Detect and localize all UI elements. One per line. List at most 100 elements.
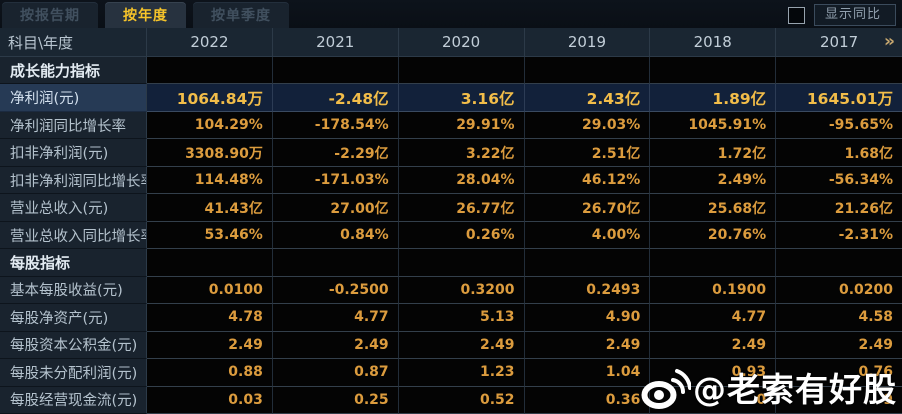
cell-value: 0.36 [524, 386, 651, 414]
cell-value: 1645.01万 [776, 84, 902, 112]
cell-value: -2.48亿 [272, 84, 399, 112]
cell-value: 2.49% [650, 166, 777, 195]
tab-by-report-period[interactable]: 按报告期 [2, 2, 98, 28]
cell-value: 0.87 [272, 359, 399, 387]
cell-value: 0.03 [147, 386, 273, 414]
cell-value: 2.49 [272, 331, 399, 360]
cell-value: 0.2493 [524, 276, 651, 305]
row-label: 营业总收入同比增长率 [0, 221, 147, 250]
table-row: 扣非净利润(元) 3308.90万 -2.29亿 3.22亿 2.51亿 1.72亿 1.6… [0, 139, 902, 167]
cell-value: 0.0200 [776, 276, 902, 305]
cell-value: 0.93 [650, 359, 777, 387]
row-label: 每股经营现金流(元) [0, 386, 147, 414]
cell-value [524, 249, 651, 277]
row-label: 扣非净利润同比增长率 [0, 166, 147, 195]
table-body: 成长能力指标 净利润(元) 1064.84万 -2.48亿 3.16亿 2.43亿 1.89… [0, 57, 902, 414]
cell-value: 28.04% [398, 166, 525, 195]
year-header-2018: 2018 [650, 28, 777, 56]
cell-value: 2.49 [147, 331, 273, 360]
section-row: 每股指标 [0, 249, 902, 277]
cell-value: 41.43亿 [147, 194, 273, 222]
table-row: 每股资本公积金(元) 2.49 2.49 2.49 2.49 2.49 2.49 [0, 331, 902, 360]
year-header-2020: 2020 [399, 28, 525, 56]
table-row: 营业总收入(元) 41.43亿 27.00亿 26.77亿 26.70亿 25.68亿 21… [0, 194, 902, 222]
row-label: 每股未分配利润(元) [0, 359, 147, 387]
cell-value [147, 57, 273, 85]
cell-value: -178.54% [272, 111, 399, 140]
cell-value [524, 57, 651, 85]
cell-value [272, 57, 399, 85]
year-header-2019: 2019 [525, 28, 651, 56]
show-yoy-checkbox[interactable] [787, 6, 805, 24]
cell-value: 0 [650, 386, 777, 414]
row-label: 基本每股收益(元) [0, 276, 147, 305]
cell-value: 29.91% [398, 111, 525, 140]
cell-value [650, 249, 777, 277]
cell-value: 4.58 [776, 304, 902, 332]
cell-value: 2.49 [398, 331, 525, 360]
cell-value: 20.76% [650, 221, 777, 250]
row-label: 成长能力指标 [0, 57, 147, 85]
table-row: 每股净资产(元) 4.78 4.77 5.13 4.90 4.77 4.58 [0, 304, 902, 332]
cell-value: 4.90 [524, 304, 651, 332]
cell-value: 2.49 [776, 331, 902, 360]
cell-value: -56.34% [776, 166, 902, 195]
cell-value: 2.51亿 [524, 139, 651, 167]
cell-value: 4.78 [147, 304, 273, 332]
cell-value: -95.65% [776, 111, 902, 140]
row-label: 营业总收入(元) [0, 194, 147, 222]
row-label: 扣非净利润(元) [0, 139, 147, 167]
cell-value: 1.68亿 [776, 139, 902, 167]
cell-value: 21.26亿 [776, 194, 902, 222]
cell-value: 1.72亿 [650, 139, 777, 167]
table-row: 每股经营现金流(元) 0.03 0.25 0.52 0.36 0 9 [0, 386, 902, 414]
cell-value: 46.12% [524, 166, 651, 195]
cell-value: 0.0100 [147, 276, 273, 305]
yoy-controls: 显示同比 [787, 4, 896, 26]
year-header-2017-label: 2017 [819, 33, 859, 51]
table-row: 净利润(元) 1064.84万 -2.48亿 3.16亿 2.43亿 1.89亿 1645.… [0, 84, 902, 112]
cell-value: 1.89亿 [650, 84, 777, 112]
table-row: 每股未分配利润(元) 0.88 0.87 1.23 1.04 0.93 0.76 [0, 359, 902, 387]
tab-by-year[interactable]: 按年度 [105, 2, 186, 28]
row-label: 每股净资产(元) [0, 304, 147, 332]
cell-value: 53.46% [147, 221, 273, 250]
cell-value: 27.00亿 [272, 194, 399, 222]
cell-value: -0.2500 [272, 276, 399, 305]
year-header-2017: 2017 » [776, 28, 902, 56]
cell-value: 0.84% [272, 221, 399, 250]
cell-value: 114.48% [147, 166, 273, 195]
table-row: 基本每股收益(元) 0.0100 -0.2500 0.3200 0.2493 0.1900… [0, 276, 902, 305]
section-row: 成长能力指标 [0, 57, 902, 85]
cell-value: 1064.84万 [147, 84, 273, 112]
show-yoy-button[interactable]: 显示同比 [813, 4, 896, 26]
cell-value: 1.23 [398, 359, 525, 387]
cell-value: 0.3200 [398, 276, 525, 305]
cell-value: 3308.90万 [147, 139, 273, 167]
cell-value: 4.77 [650, 304, 777, 332]
cell-value [776, 57, 902, 85]
cell-value [776, 249, 902, 277]
cell-value: 1045.91% [650, 111, 777, 140]
row-label: 净利润同比增长率 [0, 111, 147, 140]
table-header-row: 科目\年度 2022 2021 2020 2019 2018 2017 » [0, 28, 902, 57]
cell-value [272, 249, 399, 277]
year-header-2022: 2022 [147, 28, 273, 56]
cell-value: 0.26% [398, 221, 525, 250]
year-header-2021: 2021 [273, 28, 399, 56]
cell-value: 26.70亿 [524, 194, 651, 222]
cell-value: 25.68亿 [650, 194, 777, 222]
table-row: 营业总收入同比增长率 53.46% 0.84% 0.26% 4.00% 20.76% -2.… [0, 221, 902, 250]
cell-value: 0.76 [776, 359, 902, 387]
cell-value: 0.88 [147, 359, 273, 387]
cell-value: 0.1900 [650, 276, 777, 305]
row-label: 净利润(元) [0, 84, 147, 112]
cell-value: 3.16亿 [398, 84, 525, 112]
tab-by-quarter[interactable]: 按单季度 [193, 2, 289, 28]
row-label: 每股资本公积金(元) [0, 331, 147, 360]
cell-value: -2.31% [776, 221, 902, 250]
more-columns-icon[interactable]: » [884, 31, 895, 52]
cell-value: 9 [776, 386, 902, 414]
cell-value: 5.13 [398, 304, 525, 332]
